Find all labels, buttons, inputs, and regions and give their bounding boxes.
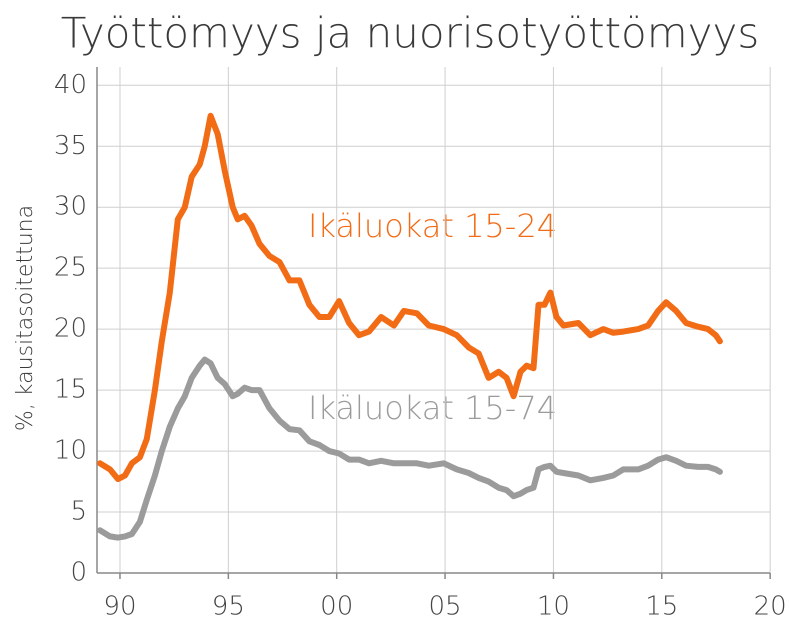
y-tick-label: 25 [54,253,87,283]
y-tick-label: 40 [54,70,87,100]
x-tick-label: 10 [537,592,570,622]
y-tick-label: 35 [54,131,87,161]
y-tick-label: 20 [54,314,87,344]
x-tick-label: 05 [429,592,462,622]
chart-title: Työttömyys ja nuorisotyöttömyys [61,9,760,58]
x-tick-label: 15 [645,592,678,622]
series-label: Ikäluokat 15-24 [308,207,557,245]
y-tick-label: 5 [70,497,87,527]
data-line [97,112,723,483]
x-tick-label: 20 [754,592,787,622]
y-tick-label: 10 [54,436,87,466]
y-tick-label: 0 [70,558,87,588]
x-tick-label: 90 [103,592,136,622]
x-tick-label: 00 [320,592,353,622]
x-tick-label: 95 [212,592,245,622]
data-line [97,356,723,541]
series-label: Ikäluokat 15-74 [308,389,557,427]
y-tick-label: 30 [54,192,87,222]
y-axis-label: %, kausitasoitettuna [13,205,38,431]
y-tick-label: 15 [54,375,87,405]
